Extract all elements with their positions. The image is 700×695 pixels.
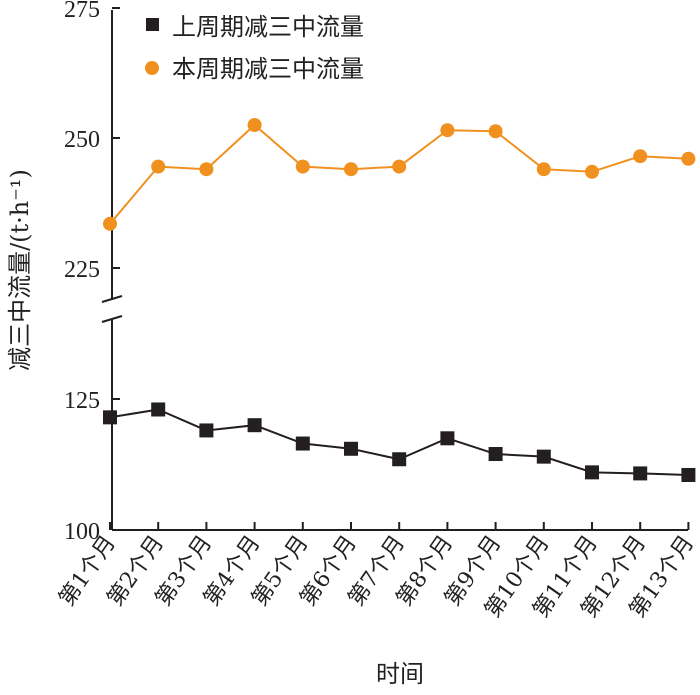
data-point-series-2 (633, 149, 648, 164)
data-point-series-1 (681, 467, 696, 482)
y-tick-label: 125 (64, 388, 100, 414)
legend-marker-circle (145, 61, 159, 75)
axis-break (101, 295, 123, 323)
data-point-series-2 (681, 151, 696, 166)
data-point-series-2 (440, 123, 455, 138)
data-point-series-1 (488, 447, 503, 462)
y-tick-label: 275 (64, 0, 100, 23)
legend-label-series-2: 本周期减三中流量 (172, 55, 364, 83)
y-axis-title: 减三中流量/(t·h⁻¹) (6, 169, 34, 371)
data-point-series-2 (295, 159, 310, 174)
data-point-series-1 (151, 402, 166, 417)
y-tick-label: 250 (64, 127, 100, 153)
data-point-series-1 (633, 466, 648, 481)
data-point-series-2 (103, 216, 117, 231)
data-point-series-1 (536, 449, 551, 464)
data-point-series-2 (392, 159, 407, 174)
data-point-series-2 (151, 159, 166, 174)
data-point-series-2 (247, 118, 262, 132)
series-line-2 (109, 123, 689, 225)
legend-label-series-1: 上周期减三中流量 (172, 13, 364, 41)
x-axis-title: 时间 (376, 660, 424, 688)
data-point-series-1 (344, 441, 358, 456)
x-ticks: 第1个月第2个月第3个月第4个月第5个月第6个月第7个月第8个月第9个月第10个… (55, 522, 699, 622)
data-point-series-1 (585, 465, 599, 480)
data-point-series-1 (103, 410, 117, 425)
data-point-series-1 (295, 436, 310, 451)
data-point-series-1 (247, 418, 262, 433)
data-point-series-2 (344, 162, 358, 177)
legend: 上周期减三中流量 本周期减三中流量 (145, 13, 364, 83)
data-point-series-2 (199, 162, 214, 177)
data-point-series-1 (440, 431, 455, 446)
legend-marker-square (146, 18, 159, 31)
data-point-series-2 (536, 162, 551, 177)
data-point-series-1 (392, 452, 407, 467)
y-tick-label: 225 (64, 257, 100, 283)
data-point-series-2 (488, 124, 503, 139)
y-tick-label: 100 (64, 519, 100, 545)
series-layer (103, 118, 696, 482)
y-ticks: 100 125 225 250 275 (64, 0, 120, 545)
data-point-series-1 (199, 423, 214, 438)
data-point-series-2 (585, 164, 599, 179)
